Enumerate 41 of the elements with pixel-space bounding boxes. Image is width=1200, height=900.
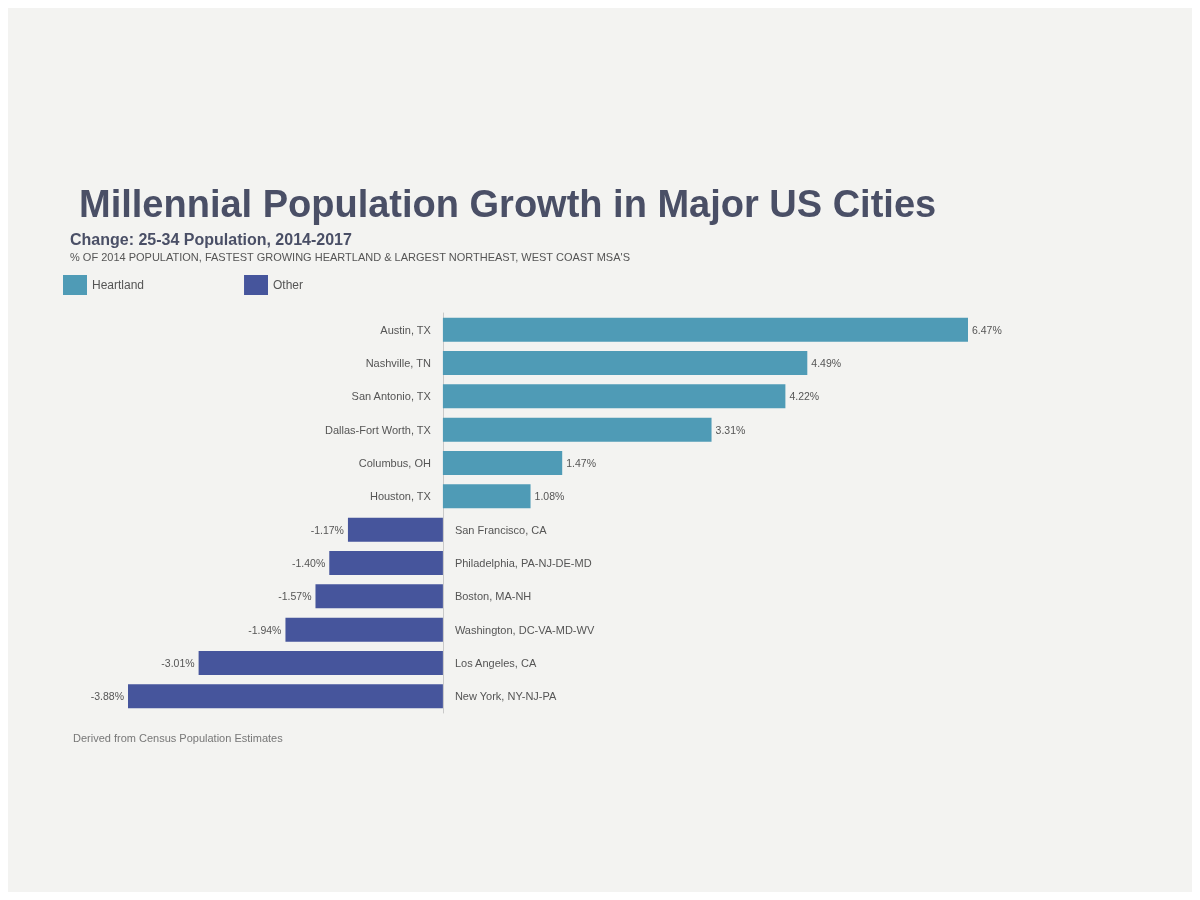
y-tick-label: Philadelphia, PA-NJ-DE-MD <box>454 557 592 569</box>
y-tick-label: Nashville, TN <box>365 357 431 369</box>
text: Derived from Census Population Estimates <box>73 731 284 744</box>
chart-subtitle: Change: 25-34 Population, 2014-2017 % OF 2014 POPULATION, FASTEST GROWING HEARTLAND & LARGEST NORTHEAST, WEST COAST MSA'S <box>70 230 630 263</box>
y-tick-label: New York, NY-NJ-PA <box>454 690 558 703</box>
y-tick-label: Washington, DC-VA-MD-WV <box>454 623 595 636</box>
bar <box>442 484 531 509</box>
data-label: 3.31% <box>715 423 746 436</box>
data-label: -1.17% <box>310 523 344 536</box>
data-label: -1.57% <box>278 590 312 603</box>
data-label: 4.22% <box>789 390 820 403</box>
bar <box>347 517 443 542</box>
bar <box>329 551 443 575</box>
data-label: 6.47% <box>972 323 1002 336</box>
data-label: 1.08% <box>534 490 565 503</box>
data-label: -3.01% <box>161 657 195 669</box>
data-label: 4.49% <box>811 357 842 369</box>
data-label: -1.40% <box>291 557 326 569</box>
bar <box>315 584 443 609</box>
y-tick-label: San Francisco, CA <box>454 523 548 536</box>
y-tick-label: Houston, TX <box>369 490 432 503</box>
chart-title: Millennial Population Growth in Major US Cities <box>79 183 937 225</box>
bar <box>128 684 443 709</box>
bar <box>442 351 808 375</box>
y-tick-label: Dallas-Fort Worth, TX <box>324 423 432 436</box>
legend-label: Other <box>273 278 304 292</box>
data-label: -3.88% <box>90 690 124 703</box>
legend-label: Heartland <box>92 278 145 292</box>
y-tick-label: Columbus, OH <box>358 457 431 469</box>
y-tick-label: Boston, MA-NH <box>454 590 532 603</box>
data-label: -1.94% <box>248 623 282 636</box>
bar <box>442 417 712 442</box>
y-tick-label: Austin, TX <box>380 323 432 336</box>
data-label: 1.47% <box>566 457 596 469</box>
bar <box>285 617 443 642</box>
y-tick-label: Los Angeles, CA <box>454 657 537 669</box>
bar <box>442 451 563 475</box>
bar <box>198 651 443 675</box>
bar <box>442 384 786 409</box>
y-tick-label: San Antonio, TX <box>351 390 432 403</box>
bar <box>442 317 968 342</box>
